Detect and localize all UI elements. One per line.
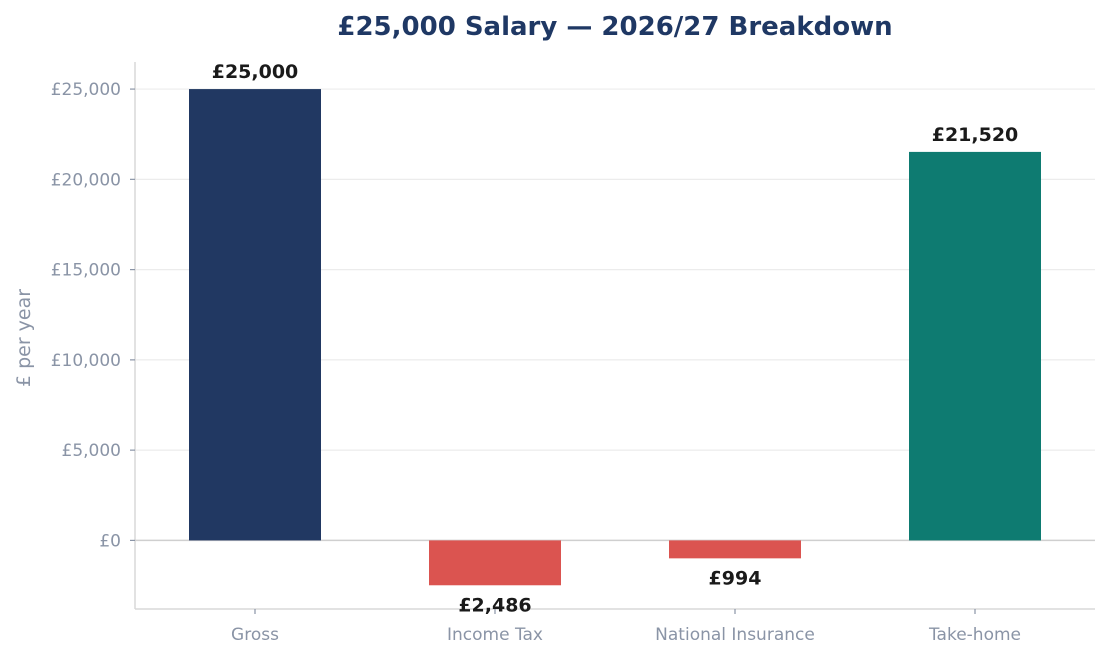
- x-tick-label: Income Tax: [447, 625, 543, 645]
- data-label: £21,520: [932, 124, 1019, 146]
- y-tick-label: £5,000: [62, 441, 121, 461]
- data-label: £2,486: [458, 594, 531, 616]
- x-tick-label: National Insurance: [655, 625, 815, 645]
- x-tick-label: Gross: [231, 625, 279, 645]
- bars: [189, 89, 1041, 586]
- data-label: £25,000: [212, 61, 299, 83]
- y-tick-label: £10,000: [51, 351, 121, 371]
- data-label: £994: [709, 567, 762, 589]
- bar-income-tax: [429, 540, 561, 586]
- y-axis-title: £ per year: [13, 289, 35, 387]
- y-tick-label: £25,000: [51, 80, 121, 100]
- bar-gross: [189, 89, 321, 541]
- y-tick-label: £15,000: [51, 261, 121, 281]
- x-tick-label: Take-home: [928, 625, 1021, 645]
- bar-national-insurance: [669, 540, 801, 559]
- data-labels: £25,000 £2,486 £994 £21,520: [212, 61, 1019, 616]
- y-tick-label: £20,000: [51, 170, 121, 190]
- tick-labels: £0 £5,000 £10,000 £15,000 £20,000 £25,000 Gros…: [51, 80, 1021, 645]
- bar-take-home: [909, 151, 1041, 541]
- y-tick-label: £0: [99, 531, 121, 551]
- chart-title: £25,000 Salary — 2026/27 Breakdown: [337, 12, 892, 42]
